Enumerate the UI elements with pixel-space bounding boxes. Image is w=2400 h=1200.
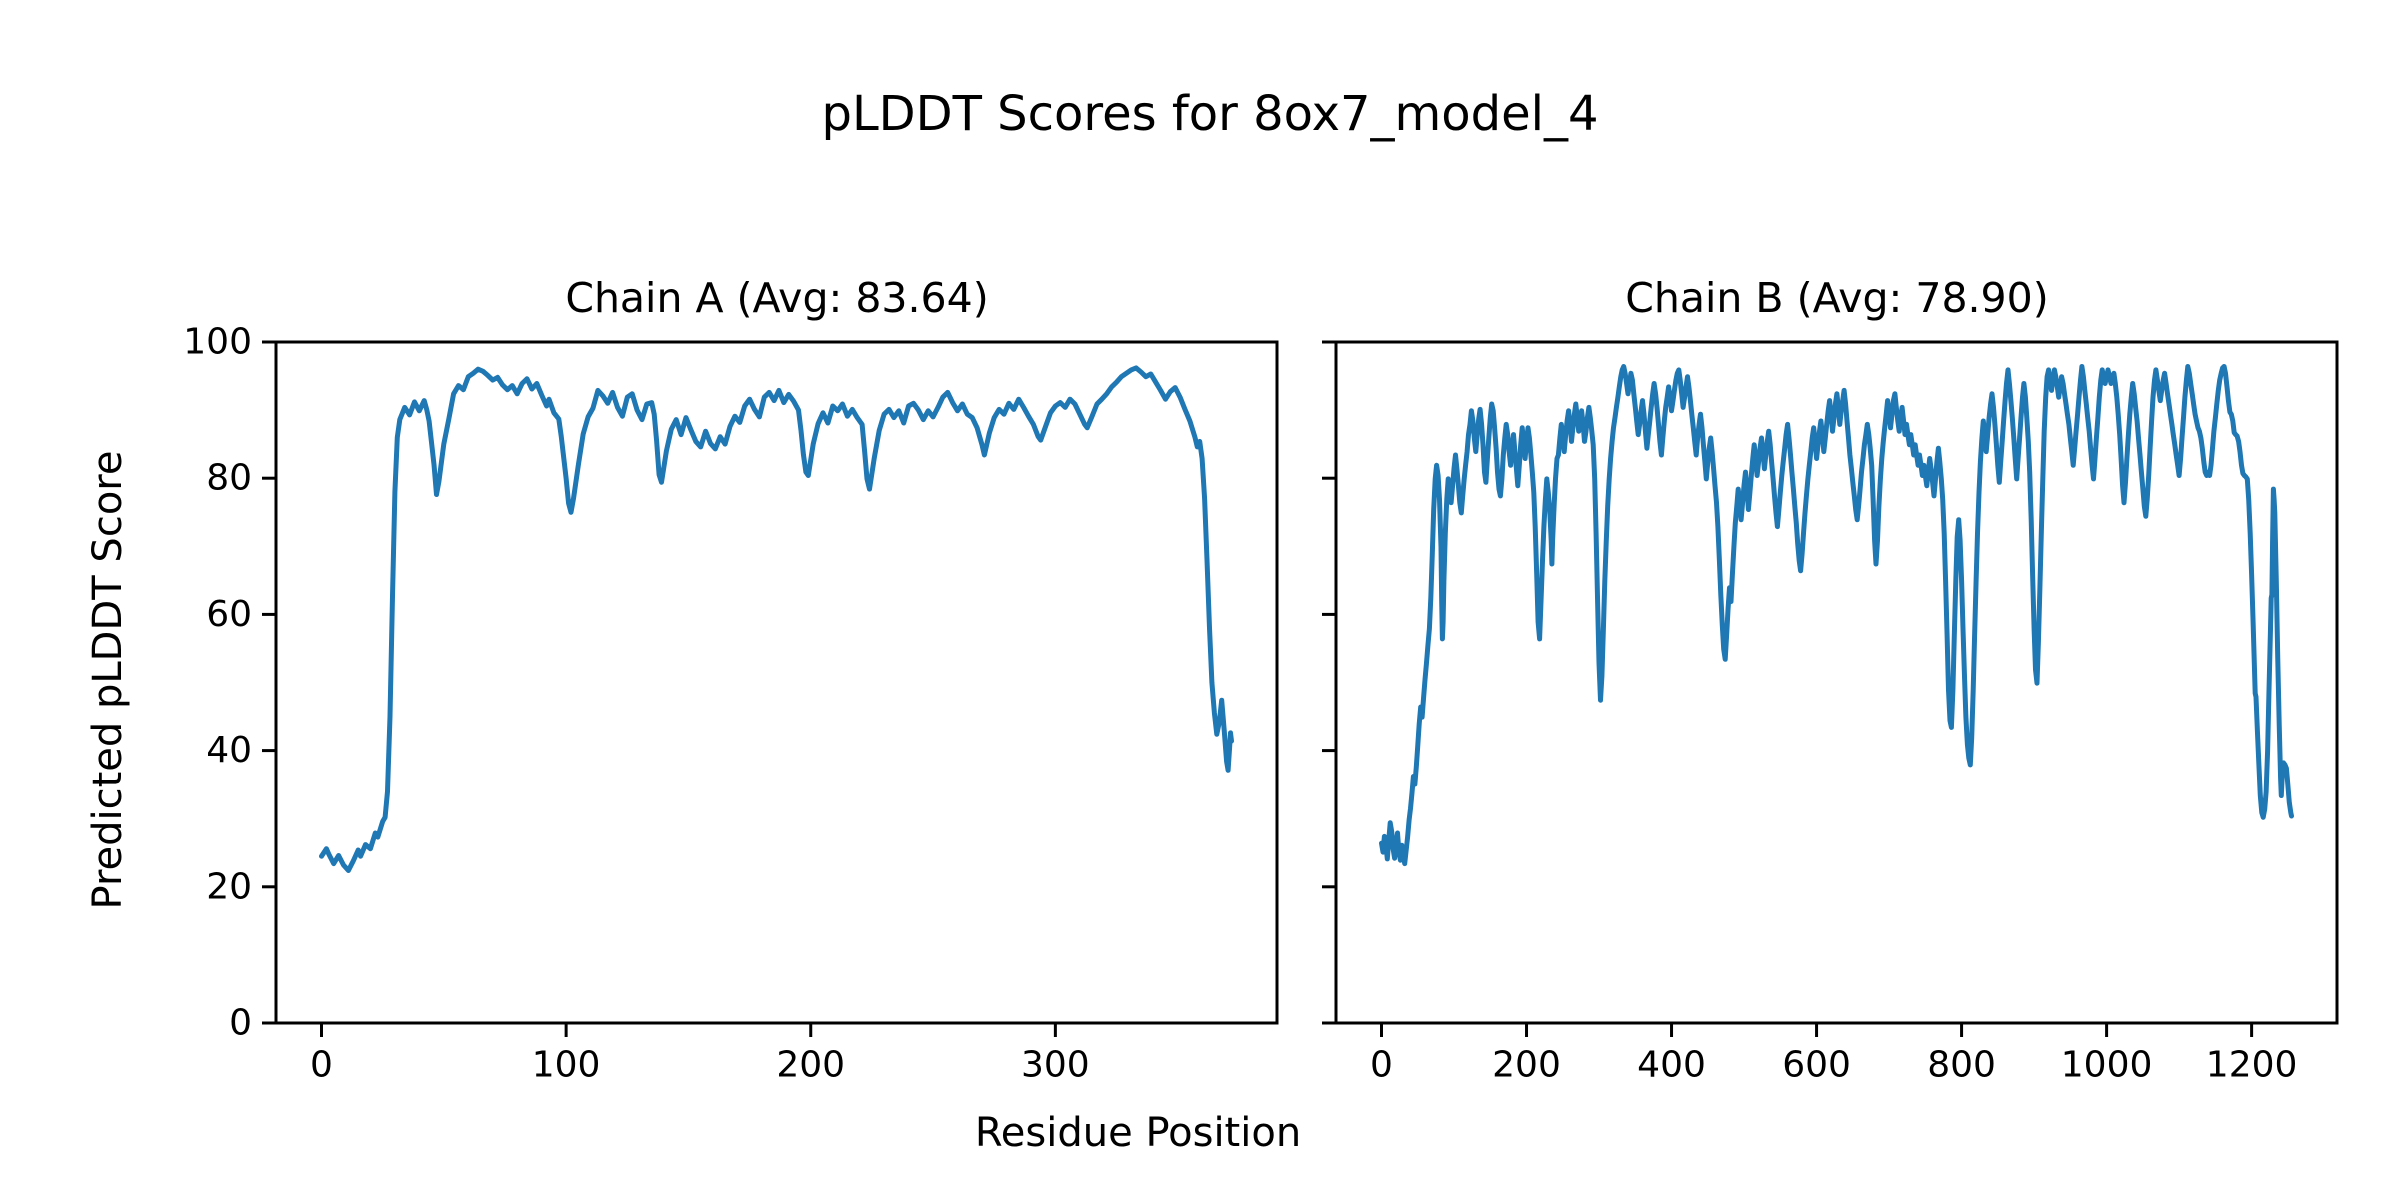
x-tick-label: 300 — [1021, 1045, 1090, 1086]
plot-spines — [1334, 340, 2339, 1025]
x-tick-label: 200 — [1492, 1045, 1561, 1086]
chain-a-subplot-title: Chain A (Avg: 83.64) — [565, 274, 989, 322]
x-tick-label: 1200 — [2206, 1045, 2298, 1086]
plddt-line-chain-b — [1379, 364, 2294, 867]
figure-title: pLDDT Scores for 8ox7_model_4 — [821, 86, 1599, 142]
x-tick-label: 0 — [310, 1045, 333, 1086]
chain-b-plot-area: 0 200 400 600 800 1000 1200 — [1322, 340, 2339, 1086]
y-tick-label: 0 — [229, 1003, 252, 1044]
chain-a-plot-area: 0 100 200 300 0 20 40 60 80 100 — [183, 322, 1279, 1086]
y-tick-label: 40 — [206, 730, 252, 771]
x-tick-label: 0 — [1370, 1045, 1393, 1086]
chain-b-subplot-title: Chain B (Avg: 78.90) — [1625, 274, 2049, 322]
x-tick-label: 1000 — [2061, 1045, 2153, 1086]
x-tick-label: 200 — [776, 1045, 845, 1086]
y-axis-label: Predicted pLDDT Score — [85, 450, 131, 910]
y-tick-label: 20 — [206, 866, 252, 907]
x-tick-label: 600 — [1782, 1045, 1851, 1086]
x-tick-label: 100 — [532, 1045, 601, 1086]
plddt-line-chain-a — [319, 365, 1234, 873]
x-tick-label: 400 — [1637, 1045, 1706, 1086]
y-tick-label: 100 — [183, 322, 252, 363]
plot-spines — [274, 340, 1279, 1025]
y-tick-label: 60 — [206, 594, 252, 635]
x-tick-label: 800 — [1927, 1045, 1996, 1086]
y-tick-label: 80 — [206, 458, 252, 499]
x-axis-label: Residue Position — [974, 1110, 1302, 1156]
